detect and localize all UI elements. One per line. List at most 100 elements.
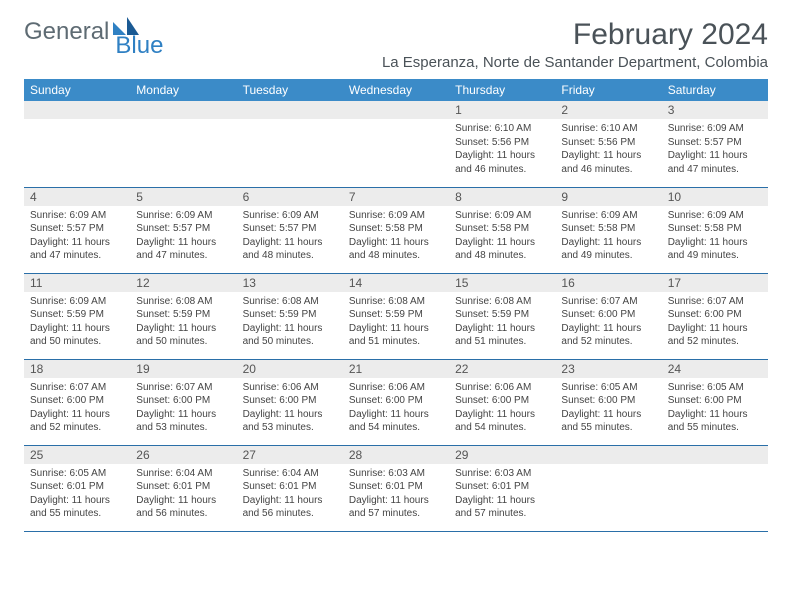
day-number: 4 xyxy=(24,188,130,206)
calendar-cell: 12Sunrise: 6:08 AMSunset: 5:59 PMDayligh… xyxy=(130,273,236,359)
day-body: Sunrise: 6:09 AMSunset: 5:58 PMDaylight:… xyxy=(662,206,768,266)
day-body: Sunrise: 6:09 AMSunset: 5:57 PMDaylight:… xyxy=(130,206,236,266)
day-number: 22 xyxy=(449,360,555,378)
calendar-cell: 20Sunrise: 6:06 AMSunset: 6:00 PMDayligh… xyxy=(237,359,343,445)
calendar-row: 4Sunrise: 6:09 AMSunset: 5:57 PMDaylight… xyxy=(24,187,768,273)
day-body: Sunrise: 6:08 AMSunset: 5:59 PMDaylight:… xyxy=(343,292,449,352)
calendar-row: 25Sunrise: 6:05 AMSunset: 6:01 PMDayligh… xyxy=(24,445,768,531)
calendar-cell: 25Sunrise: 6:05 AMSunset: 6:01 PMDayligh… xyxy=(24,445,130,531)
calendar-cell: 19Sunrise: 6:07 AMSunset: 6:00 PMDayligh… xyxy=(130,359,236,445)
day-number: 19 xyxy=(130,360,236,378)
day-number: 8 xyxy=(449,188,555,206)
calendar-cell: 28Sunrise: 6:03 AMSunset: 6:01 PMDayligh… xyxy=(343,445,449,531)
day-body: Sunrise: 6:08 AMSunset: 5:59 PMDaylight:… xyxy=(449,292,555,352)
calendar-cell xyxy=(343,101,449,187)
day-body: Sunrise: 6:07 AMSunset: 6:00 PMDaylight:… xyxy=(555,292,661,352)
calendar-cell: 27Sunrise: 6:04 AMSunset: 6:01 PMDayligh… xyxy=(237,445,343,531)
day-number-empty xyxy=(662,446,768,464)
calendar-cell: 17Sunrise: 6:07 AMSunset: 6:00 PMDayligh… xyxy=(662,273,768,359)
day-body: Sunrise: 6:04 AMSunset: 6:01 PMDaylight:… xyxy=(237,464,343,524)
day-body: Sunrise: 6:04 AMSunset: 6:01 PMDaylight:… xyxy=(130,464,236,524)
day-number-empty xyxy=(24,101,130,119)
title-block: February 2024 La Esperanza, Norte de San… xyxy=(382,18,768,71)
day-number: 15 xyxy=(449,274,555,292)
calendar-table: SundayMondayTuesdayWednesdayThursdayFrid… xyxy=(24,79,768,532)
day-number: 27 xyxy=(237,446,343,464)
day-number: 20 xyxy=(237,360,343,378)
calendar-cell: 18Sunrise: 6:07 AMSunset: 6:00 PMDayligh… xyxy=(24,359,130,445)
day-body: Sunrise: 6:09 AMSunset: 5:58 PMDaylight:… xyxy=(343,206,449,266)
location-text: La Esperanza, Norte de Santander Departm… xyxy=(382,54,768,71)
logo: General Blue xyxy=(24,18,189,46)
day-header-row: SundayMondayTuesdayWednesdayThursdayFrid… xyxy=(24,79,768,101)
calendar-cell: 10Sunrise: 6:09 AMSunset: 5:58 PMDayligh… xyxy=(662,187,768,273)
day-header: Thursday xyxy=(449,79,555,101)
day-number: 23 xyxy=(555,360,661,378)
day-body: Sunrise: 6:08 AMSunset: 5:59 PMDaylight:… xyxy=(237,292,343,352)
day-number: 21 xyxy=(343,360,449,378)
month-title: February 2024 xyxy=(382,18,768,52)
calendar-cell: 29Sunrise: 6:03 AMSunset: 6:01 PMDayligh… xyxy=(449,445,555,531)
day-number-empty xyxy=(555,446,661,464)
day-number-empty xyxy=(237,101,343,119)
day-number: 14 xyxy=(343,274,449,292)
calendar-cell: 16Sunrise: 6:07 AMSunset: 6:00 PMDayligh… xyxy=(555,273,661,359)
calendar-row: 11Sunrise: 6:09 AMSunset: 5:59 PMDayligh… xyxy=(24,273,768,359)
calendar-row: 1Sunrise: 6:10 AMSunset: 5:56 PMDaylight… xyxy=(24,101,768,187)
day-body: Sunrise: 6:07 AMSunset: 6:00 PMDaylight:… xyxy=(662,292,768,352)
day-body: Sunrise: 6:06 AMSunset: 6:00 PMDaylight:… xyxy=(343,378,449,438)
day-body: Sunrise: 6:05 AMSunset: 6:00 PMDaylight:… xyxy=(555,378,661,438)
calendar-cell: 7Sunrise: 6:09 AMSunset: 5:58 PMDaylight… xyxy=(343,187,449,273)
calendar-cell: 5Sunrise: 6:09 AMSunset: 5:57 PMDaylight… xyxy=(130,187,236,273)
day-body: Sunrise: 6:09 AMSunset: 5:57 PMDaylight:… xyxy=(237,206,343,266)
calendar-cell: 26Sunrise: 6:04 AMSunset: 6:01 PMDayligh… xyxy=(130,445,236,531)
day-number: 16 xyxy=(555,274,661,292)
day-body: Sunrise: 6:09 AMSunset: 5:59 PMDaylight:… xyxy=(24,292,130,352)
day-number-empty xyxy=(130,101,236,119)
day-number: 13 xyxy=(237,274,343,292)
day-number: 12 xyxy=(130,274,236,292)
calendar-cell xyxy=(24,101,130,187)
calendar-cell: 3Sunrise: 6:09 AMSunset: 5:57 PMDaylight… xyxy=(662,101,768,187)
day-body: Sunrise: 6:09 AMSunset: 5:58 PMDaylight:… xyxy=(555,206,661,266)
day-number: 18 xyxy=(24,360,130,378)
calendar-cell xyxy=(555,445,661,531)
day-body: Sunrise: 6:05 AMSunset: 6:00 PMDaylight:… xyxy=(662,378,768,438)
day-number: 7 xyxy=(343,188,449,206)
day-number: 1 xyxy=(449,101,555,119)
day-number: 2 xyxy=(555,101,661,119)
calendar-cell: 2Sunrise: 6:10 AMSunset: 5:56 PMDaylight… xyxy=(555,101,661,187)
day-header: Tuesday xyxy=(237,79,343,101)
calendar-cell: 23Sunrise: 6:05 AMSunset: 6:00 PMDayligh… xyxy=(555,359,661,445)
day-number: 11 xyxy=(24,274,130,292)
day-body: Sunrise: 6:09 AMSunset: 5:57 PMDaylight:… xyxy=(662,119,768,179)
day-header: Saturday xyxy=(662,79,768,101)
calendar-head: SundayMondayTuesdayWednesdayThursdayFrid… xyxy=(24,79,768,101)
day-body: Sunrise: 6:03 AMSunset: 6:01 PMDaylight:… xyxy=(343,464,449,524)
day-body: Sunrise: 6:07 AMSunset: 6:00 PMDaylight:… xyxy=(130,378,236,438)
calendar-cell: 8Sunrise: 6:09 AMSunset: 5:58 PMDaylight… xyxy=(449,187,555,273)
day-body: Sunrise: 6:10 AMSunset: 5:56 PMDaylight:… xyxy=(555,119,661,179)
day-body: Sunrise: 6:03 AMSunset: 6:01 PMDaylight:… xyxy=(449,464,555,524)
day-header: Wednesday xyxy=(343,79,449,101)
day-number: 24 xyxy=(662,360,768,378)
calendar-cell xyxy=(237,101,343,187)
day-body: Sunrise: 6:05 AMSunset: 6:01 PMDaylight:… xyxy=(24,464,130,524)
day-body: Sunrise: 6:10 AMSunset: 5:56 PMDaylight:… xyxy=(449,119,555,179)
day-header: Monday xyxy=(130,79,236,101)
calendar-cell: 15Sunrise: 6:08 AMSunset: 5:59 PMDayligh… xyxy=(449,273,555,359)
day-number: 10 xyxy=(662,188,768,206)
day-body: Sunrise: 6:09 AMSunset: 5:58 PMDaylight:… xyxy=(449,206,555,266)
calendar-cell xyxy=(130,101,236,187)
calendar-cell: 13Sunrise: 6:08 AMSunset: 5:59 PMDayligh… xyxy=(237,273,343,359)
day-number-empty xyxy=(343,101,449,119)
calendar-cell: 1Sunrise: 6:10 AMSunset: 5:56 PMDaylight… xyxy=(449,101,555,187)
calendar-cell: 11Sunrise: 6:09 AMSunset: 5:59 PMDayligh… xyxy=(24,273,130,359)
day-number: 9 xyxy=(555,188,661,206)
calendar-cell: 14Sunrise: 6:08 AMSunset: 5:59 PMDayligh… xyxy=(343,273,449,359)
day-body: Sunrise: 6:06 AMSunset: 6:00 PMDaylight:… xyxy=(449,378,555,438)
day-number: 17 xyxy=(662,274,768,292)
calendar-cell: 6Sunrise: 6:09 AMSunset: 5:57 PMDaylight… xyxy=(237,187,343,273)
day-body: Sunrise: 6:08 AMSunset: 5:59 PMDaylight:… xyxy=(130,292,236,352)
calendar-cell: 21Sunrise: 6:06 AMSunset: 6:00 PMDayligh… xyxy=(343,359,449,445)
